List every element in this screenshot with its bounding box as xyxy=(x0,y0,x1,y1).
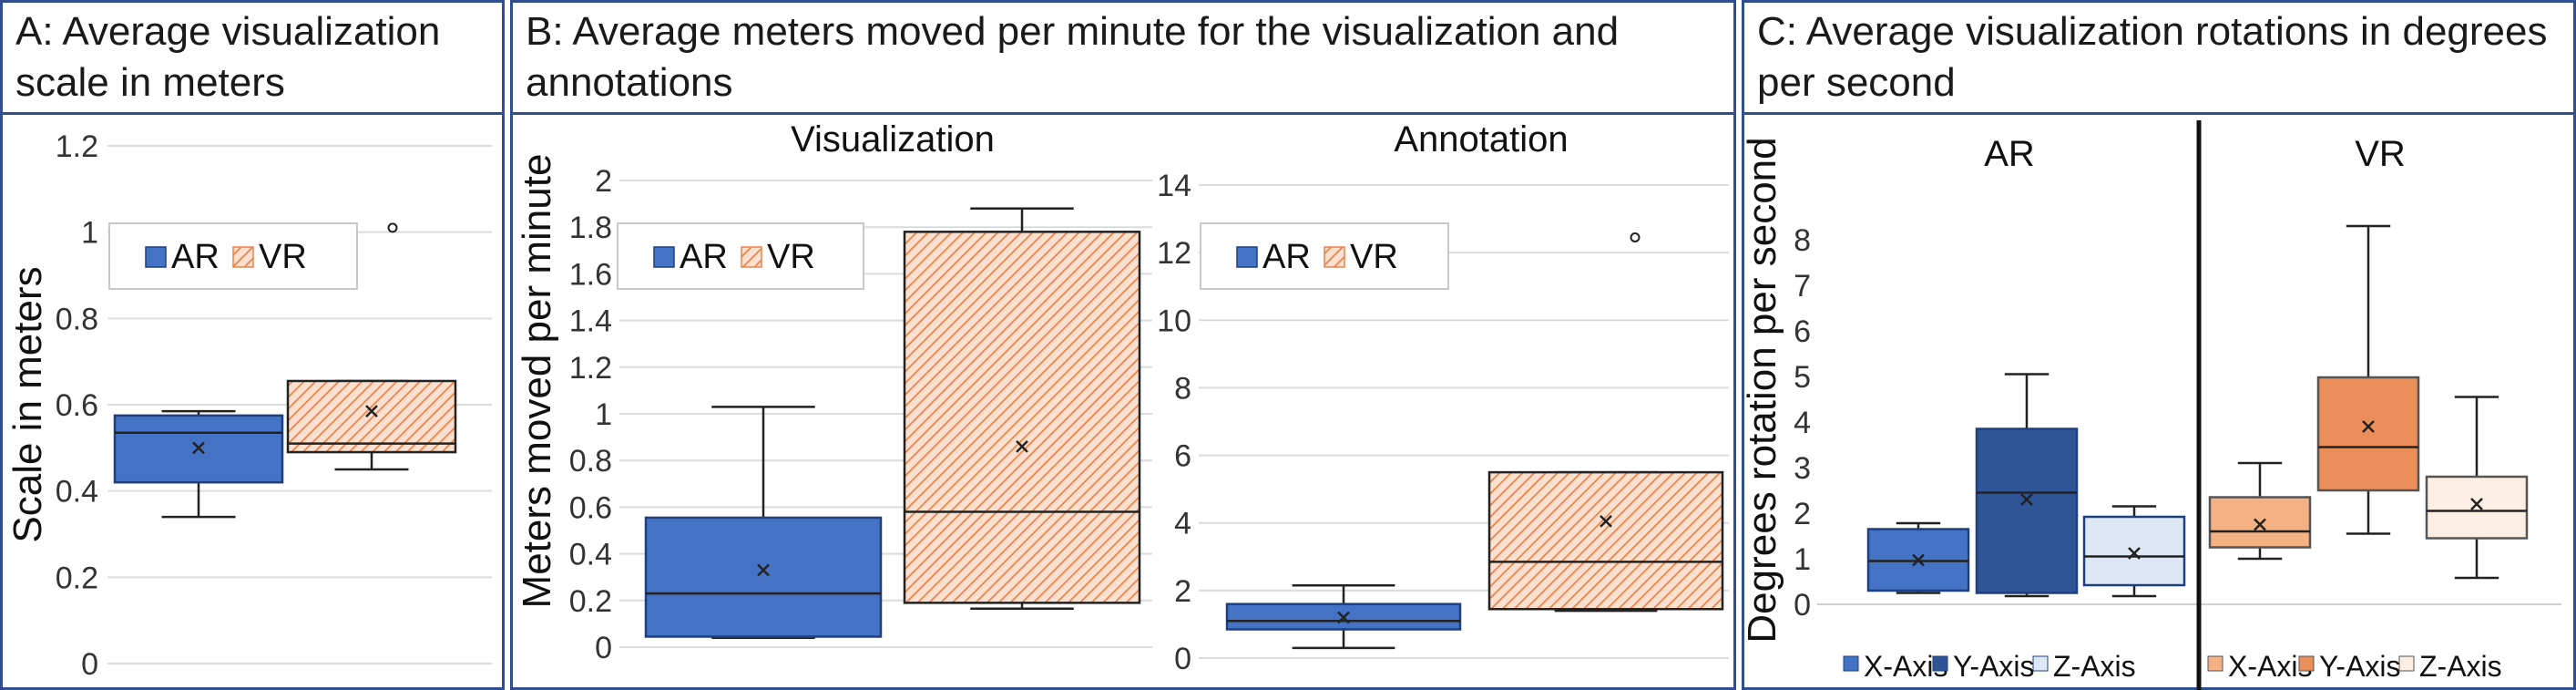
chart-a-ytick-label: 1.2 xyxy=(56,129,98,164)
chart-b-ann-ytick-label: 4 xyxy=(1174,507,1191,541)
chart-c-vr-legend-swatch xyxy=(2398,655,2415,672)
chart-c-ar-legend-label: Y-Axis xyxy=(1953,650,2035,683)
chart-b-vis-ytick-label: 0.4 xyxy=(569,538,612,572)
chart-b-vis-ytick-label: 1.6 xyxy=(569,257,612,292)
chart-a-legend-label-vr: VR xyxy=(259,238,307,276)
chart-c-ytick-label: 5 xyxy=(1794,360,1811,395)
chart-b-vis-ytick-label: 1 xyxy=(595,397,612,432)
chart-c-ytick-label: 4 xyxy=(1794,406,1811,440)
chart-a-ytick-label: 0.6 xyxy=(56,388,98,423)
chart-b-ann-ytick-label: 10 xyxy=(1157,304,1191,338)
chart-b-ann-ytick-label: 6 xyxy=(1174,439,1191,474)
chart-b-vis-legend-label-ar: AR xyxy=(680,238,728,276)
chart-c-vr-z-axis-mean-marker xyxy=(2470,498,2483,510)
chart-b-vis-ytick-label: 1.4 xyxy=(569,304,612,339)
chart-b-ann-ytick-label: 0 xyxy=(1174,642,1191,676)
chart-b-vis-legend-swatch-vr xyxy=(741,246,762,268)
chart-b-ann-legend-label-vr: VR xyxy=(1350,238,1398,276)
chart-c-ar-legend-swatch xyxy=(2032,655,2049,672)
chart-b-vis-subtitle: Visualization xyxy=(791,119,995,160)
chart-c-vr-y-axis-mean-marker xyxy=(2362,420,2375,433)
chart-a-legend-swatch-vr xyxy=(232,246,254,268)
chart-c-vr-legend-label: Y-Axis xyxy=(2319,650,2401,683)
chart-b-ann-ytick-label: 14 xyxy=(1157,169,1191,203)
chart-c-ytick-label: 6 xyxy=(1794,314,1811,349)
chart-c-ar-z-axis-mean-marker xyxy=(2128,547,2141,560)
chart-b-ann-ar-mean-marker xyxy=(1337,611,1350,624)
chart-b-ann-legend-label-ar: AR xyxy=(1262,238,1311,276)
chart-c-vr-legend-swatch xyxy=(2207,655,2223,672)
chart-b-ann-subtitle: Annotation xyxy=(1394,119,1568,160)
chart-b-vis-ytick-label: 0.2 xyxy=(569,584,612,619)
chart-c-ar-legend-label: Z-Axis xyxy=(2053,650,2136,683)
chart-b-vis-vr-mean-marker xyxy=(1016,439,1028,453)
chart-c-vr-y-axis-box xyxy=(2316,376,2420,492)
chart-a-ylabel: Scale in meters xyxy=(5,266,50,542)
chart-c-ytick-label: 7 xyxy=(1794,269,1811,304)
chart-c-ar-y-axis-box xyxy=(1975,427,2079,594)
chart-a-ytick-label: 1 xyxy=(81,216,98,251)
chart-c-ar-legend-swatch xyxy=(1932,655,1948,672)
chart-c-vr-legend-label: Z-Axis xyxy=(2419,650,2502,683)
chart-c-vr-x-axis-mean-marker xyxy=(2254,518,2266,531)
chart-b-ann-vr-box xyxy=(1487,470,1724,611)
chart-b-vis-legend-label-vr: VR xyxy=(767,238,815,276)
chart-b-ann-ytick-label: 8 xyxy=(1174,371,1191,406)
chart-b-ann-legend-swatch-ar xyxy=(1236,246,1258,268)
chart-c-vr-x-axis-box xyxy=(2208,496,2312,549)
chart-a-legend-label-ar: AR xyxy=(171,238,220,276)
chart-c-vr-legend-swatch xyxy=(2298,655,2315,672)
chart-c-ytick-label: 3 xyxy=(1794,451,1811,486)
chart-c-ytick-label: 1 xyxy=(1794,542,1811,577)
chart-c-ytick-label: 0 xyxy=(1794,588,1811,623)
chart-b-ann-vr-outlier xyxy=(1630,232,1641,242)
chart-c-group-vr: VR xyxy=(2355,134,2406,174)
chart-b-ylabel: Meters moved per minute xyxy=(515,154,559,609)
chart-a-vr-box xyxy=(286,379,457,454)
chart-a-legend-swatch-ar xyxy=(145,246,167,268)
chart-a-ytick-label: 0.8 xyxy=(56,302,98,336)
chart-c-ar-x-axis-mean-marker xyxy=(1912,553,1925,567)
chart-a-ytick-label: 0.4 xyxy=(56,475,98,510)
chart-c-ytick-label: 2 xyxy=(1794,497,1811,531)
chart-a-ytick-label: 0 xyxy=(81,647,98,682)
chart-c-ylabel: Degrees rotation per second xyxy=(1740,137,1784,643)
chart-c-group-ar: AR xyxy=(1984,134,2035,174)
panel-c-title: C: Average visualization rotations in de… xyxy=(1744,3,2573,115)
panel-a: A: Average visualization scale in meters xyxy=(0,0,505,690)
chart-c-ar-z-axis-box xyxy=(2082,515,2186,587)
chart-b-ann-ytick-label: 2 xyxy=(1174,574,1191,609)
chart-b-vis-legend-swatch-ar xyxy=(653,246,675,268)
chart-b-vis-ar-mean-marker xyxy=(757,563,770,577)
chart-a-ytick-label: 0.2 xyxy=(56,561,98,595)
chart-b-ann-ytick-label: 12 xyxy=(1157,236,1191,271)
panel-a-title: A: Average visualization scale in meters xyxy=(3,3,502,115)
chart-b-vis-ytick-label: 0 xyxy=(595,631,612,665)
chart-b-vis-ytick-label: 1.2 xyxy=(569,351,612,386)
chart-c-ar-y-axis-mean-marker xyxy=(2020,493,2033,506)
chart-c-vr-legend-label: X-Axis xyxy=(2228,650,2312,683)
chart-b-vis-vr-box xyxy=(903,231,1141,604)
chart-b-vis-ar-box xyxy=(644,516,883,638)
chart-c-vr-z-axis-box xyxy=(2425,475,2529,540)
chart-a-vr-outlier xyxy=(387,222,398,233)
chart-b-vis-ytick-label: 0.8 xyxy=(569,444,612,479)
chart-a-vr-mean-marker xyxy=(365,405,378,417)
chart-b-ann-legend-swatch-vr xyxy=(1324,246,1345,268)
chart-c-ytick-label: 8 xyxy=(1794,223,1811,258)
chart-b-vis-ytick-label: 0.6 xyxy=(569,490,612,525)
chart-b-vis-ytick-label: 1.8 xyxy=(569,211,612,245)
chart-b-ann-vr-mean-marker xyxy=(1600,514,1612,528)
chart-a-ar-mean-marker xyxy=(192,441,205,455)
panel-b-title: B: Average meters moved per minute for t… xyxy=(513,3,1733,115)
chart-b-vis-ytick-label: 2 xyxy=(595,164,612,199)
chart-c-ar-legend-swatch xyxy=(1843,655,1859,672)
